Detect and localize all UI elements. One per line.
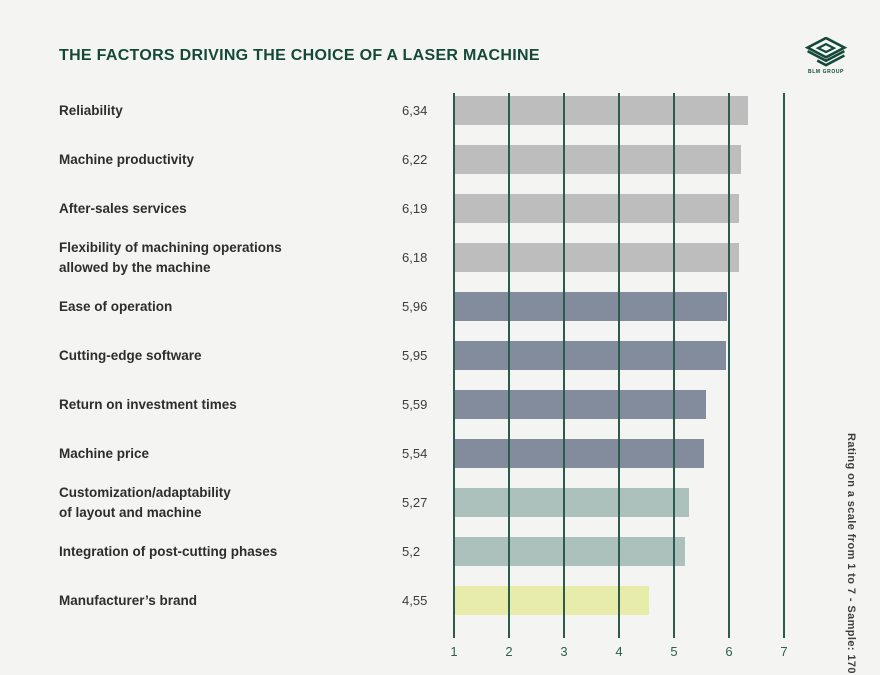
row-track xyxy=(454,194,784,223)
x-axis-tick: 7 xyxy=(780,644,788,659)
chart-row: Machine price 5,54 xyxy=(59,439,784,488)
chart-rows: Reliability 6,34 Machine productivity 6,… xyxy=(59,96,784,635)
chart-row: Integration of post-cutting phases 5,2 xyxy=(59,537,784,586)
bar xyxy=(454,96,748,125)
row-label: Reliability xyxy=(59,102,123,118)
chart-row: After-sales services 6,19 xyxy=(59,194,784,243)
row-label: Ease of operation xyxy=(59,298,173,314)
row-track xyxy=(454,439,784,468)
bar xyxy=(454,390,707,419)
row-track xyxy=(454,243,784,272)
chart-row: Manufacturer’s brand 4,55 xyxy=(59,586,784,635)
bar-chart: Reliability 6,34 Machine productivity 6,… xyxy=(59,96,784,635)
row-track xyxy=(454,488,784,517)
row-label: Machine price xyxy=(59,445,150,461)
x-axis: 1 2 3 4 5 6 7 xyxy=(450,644,788,662)
row-label: Integration of post-cutting phases xyxy=(59,543,278,559)
blm-group-logo: BLM GROUP xyxy=(802,37,850,75)
row-label: Manufacturer’s brand xyxy=(59,592,198,608)
row-track xyxy=(454,292,784,321)
row-label: Cutting-edge software xyxy=(59,347,202,363)
row-value: 6,19 xyxy=(402,201,428,216)
bar xyxy=(454,586,650,615)
row-value: 5,54 xyxy=(402,446,428,461)
bar xyxy=(454,439,704,468)
chart-row: Machine productivity 6,22 xyxy=(59,145,784,194)
x-axis-tick: 3 xyxy=(560,644,568,659)
chart-row: Flexibility of machining operations allo… xyxy=(59,240,784,292)
row-track xyxy=(454,341,784,370)
row-value: 5,2 xyxy=(402,544,421,559)
bar xyxy=(454,341,727,370)
chart-row: Reliability 6,34 xyxy=(59,96,784,145)
chart-row: Ease of operation 5,96 xyxy=(59,292,784,341)
bar xyxy=(454,243,739,272)
bar xyxy=(454,145,742,174)
scale-sample-note: Rating on a scale from 1 to 7 - Sample: … xyxy=(845,433,857,674)
bar xyxy=(454,488,689,517)
row-track xyxy=(454,586,784,615)
page-title: THE FACTORS DRIVING THE CHOICE OF A LASE… xyxy=(59,47,540,64)
row-label: Machine productivity xyxy=(59,151,195,167)
row-value: 6,22 xyxy=(402,152,428,167)
logo-text: BLM GROUP xyxy=(808,69,844,75)
x-axis-tick: 5 xyxy=(670,644,678,659)
x-axis-tick: 2 xyxy=(505,644,513,659)
row-label: Flexibility of machining operations allo… xyxy=(59,239,282,275)
x-axis-tick: 6 xyxy=(725,644,733,659)
bar xyxy=(454,537,685,566)
chart-row: Customization/adaptability of layout and… xyxy=(59,485,784,537)
row-value: 6,34 xyxy=(402,103,428,118)
row-value: 5,59 xyxy=(402,397,428,412)
row-value: 5,95 xyxy=(402,348,428,363)
row-track xyxy=(454,145,784,174)
row-label: Customization/adaptability of layout and… xyxy=(59,484,231,520)
bar xyxy=(454,194,740,223)
row-value: 5,96 xyxy=(402,299,428,314)
row-label: Return on investment times xyxy=(59,396,237,412)
x-axis-tick: 1 xyxy=(450,644,458,659)
row-value: 6,18 xyxy=(402,250,428,265)
row-track xyxy=(454,96,784,125)
row-value: 4,55 xyxy=(402,593,428,608)
layered-diamond-icon xyxy=(805,37,847,67)
row-track xyxy=(454,537,784,566)
x-axis-tick: 4 xyxy=(615,644,623,659)
chart-row: Cutting-edge software 5,95 xyxy=(59,341,784,390)
row-track xyxy=(454,390,784,419)
chart-row: Return on investment times 5,59 xyxy=(59,390,784,439)
row-label: After-sales services xyxy=(59,200,187,216)
bar xyxy=(454,292,727,321)
row-value: 5,27 xyxy=(402,495,428,510)
